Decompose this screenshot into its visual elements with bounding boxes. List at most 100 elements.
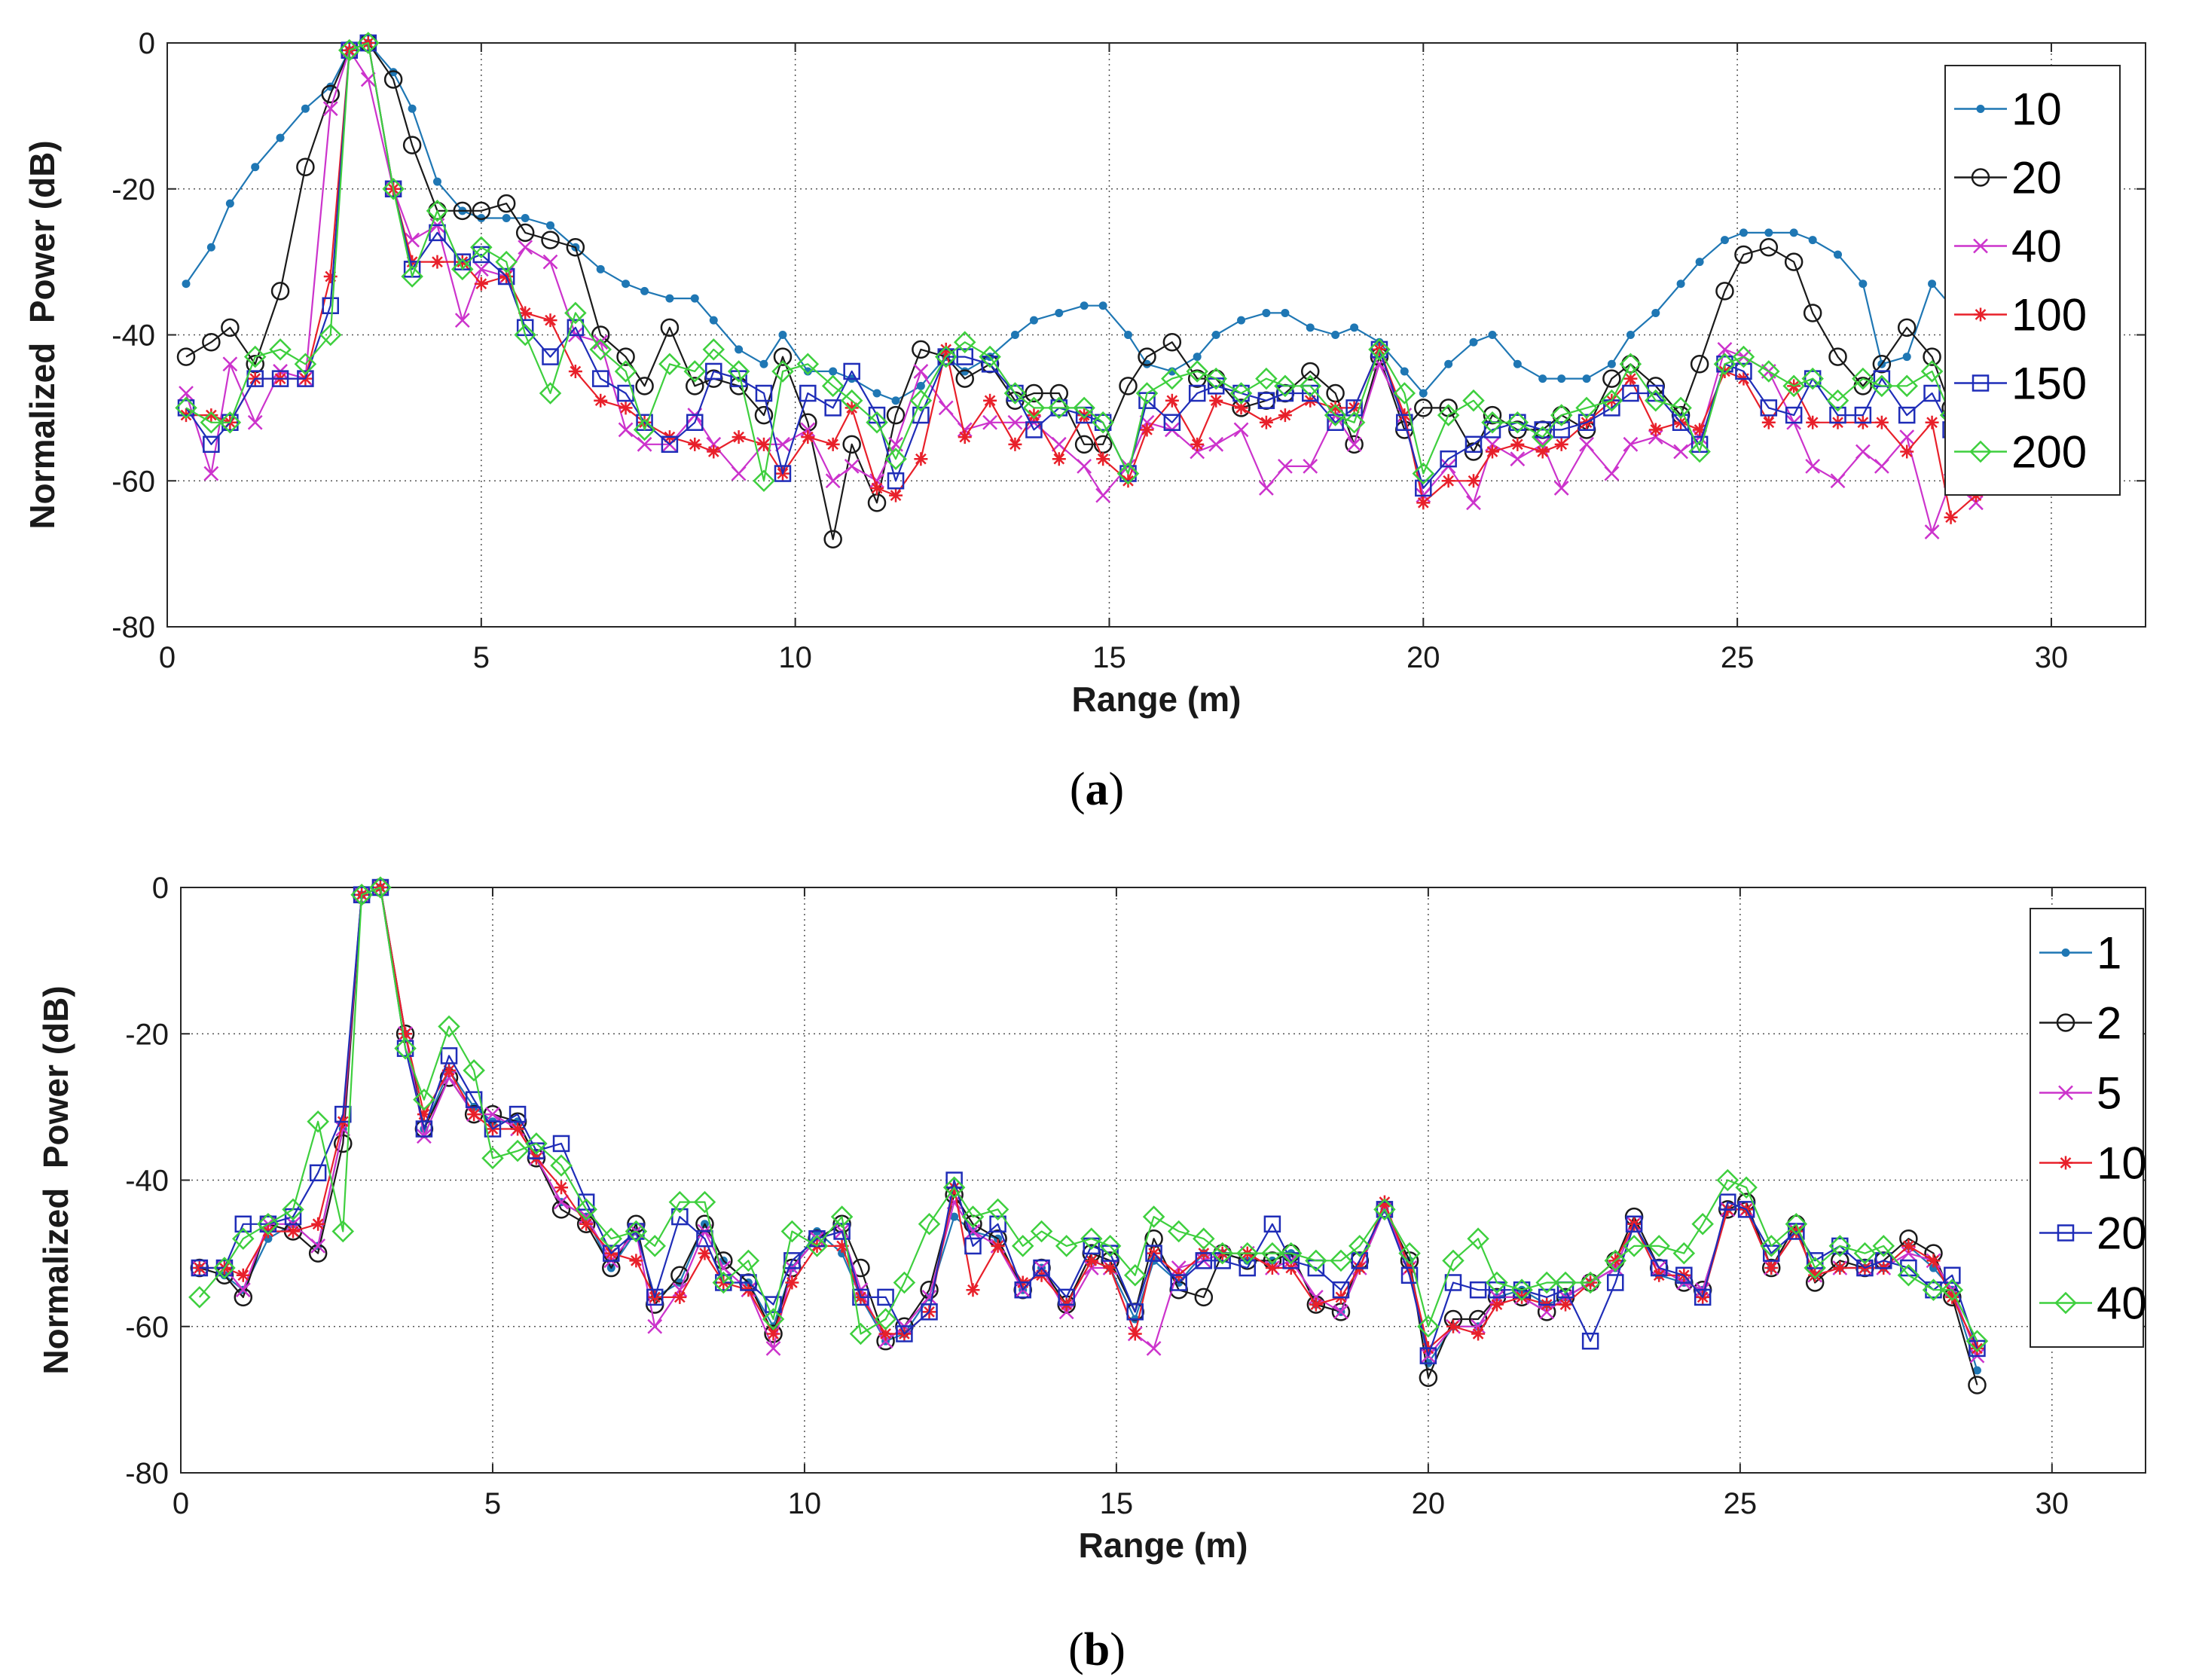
panel-b-point-20: [1145, 1245, 1162, 1262]
panel-a-point-200: [1135, 382, 1159, 405]
panel-a-point-10: [432, 177, 441, 186]
panel-a-point-100: [323, 270, 338, 283]
panel-a-point-20: [1759, 238, 1779, 257]
panel-b-point-10: [1926, 1254, 1941, 1268]
panel-a-point-100: [1140, 423, 1154, 437]
panel-b-x-tick-label: 25: [1724, 1487, 1758, 1520]
panel-a-point-40: [518, 240, 533, 255]
panel-b-point-40: [1579, 1271, 1602, 1294]
panel-b-point-20: [921, 1303, 938, 1321]
panel-b-point-10: [1833, 1261, 1847, 1275]
panel-a-point-100: [1693, 423, 1707, 437]
panel-a-point-40: [844, 458, 860, 474]
panel-a-point-10: [1469, 338, 1478, 347]
panel-b-point-2: [1419, 1368, 1438, 1387]
panel-a-point-150: [755, 384, 773, 402]
panel-a-y-tick-label: -60: [111, 465, 155, 498]
panel-a-point-10: [759, 359, 768, 368]
panel-b-point-40: [1604, 1249, 1627, 1272]
panel-a-point-200: [727, 360, 750, 383]
panel-a-point-200: [633, 418, 656, 441]
panel-a-point-150: [322, 297, 339, 314]
panel-b-legend-marker: [2056, 1013, 2075, 1032]
panel-a-point-200: [514, 323, 536, 347]
panel-b-point-40: [893, 1271, 916, 1294]
panel-a-point-150: [1119, 465, 1137, 482]
panel-a-point-200: [1205, 367, 1227, 390]
panel-a-point-100: [1328, 401, 1342, 415]
panel-b-point-5: [310, 1239, 326, 1254]
panel-b-point-40: [525, 1132, 548, 1155]
panel-a-legend-label: 150: [2011, 359, 2087, 409]
panel-a-point-10: [1764, 228, 1773, 237]
panel-a-legend-box: [1944, 65, 2121, 496]
panel-a-point-40: [1208, 436, 1224, 452]
panel-b-point-20: [740, 1274, 757, 1291]
panel-a-point-200: [796, 353, 820, 376]
panel-b-point-20: [259, 1215, 277, 1233]
panel-b-point-5: [965, 1223, 981, 1239]
panel-b-point-20: [552, 1135, 570, 1153]
panel-a-point-10: [1211, 331, 1220, 339]
panel-b-caption-letter: b: [1084, 1624, 1110, 1675]
panel-b-legend-marker: [2059, 1156, 2072, 1170]
panel-a-point-150: [177, 399, 195, 417]
panel-b-point-20: [1376, 1201, 1394, 1218]
panel-b-point-40: [307, 1110, 329, 1133]
panel-b-point-10: [1489, 1297, 1504, 1312]
panel-a-point-200: [1073, 396, 1095, 420]
panel-b-point-40: [188, 1286, 211, 1309]
panel-a-point-150: [591, 370, 609, 387]
panel-a-point-10: [778, 331, 787, 339]
panel-a-point-20: [1138, 347, 1156, 366]
panel-a-point-200: [1644, 389, 1667, 412]
panel-b-legend-label: 2: [2097, 998, 2121, 1049]
panel-a-point-20: [823, 530, 842, 548]
panel-a-point-200: [953, 331, 976, 353]
panel-b-point-20: [371, 878, 389, 897]
panel-a-point-100: [801, 430, 815, 444]
panel-b-point-20: [440, 1047, 458, 1065]
panel-a-point-200: [1920, 360, 1944, 383]
panel-a-point-10: [1789, 228, 1798, 237]
panel-a-legend-marker: [1969, 440, 1992, 463]
panel-a-point-200: [1575, 396, 1598, 420]
panel-a-point-150: [1094, 414, 1112, 431]
panel-a-point-10: [1055, 308, 1064, 317]
panel-a-point-40: [247, 414, 263, 430]
panel-a-point-10: [1281, 308, 1290, 317]
panel-a-point-100: [1761, 415, 1776, 429]
panel-a-point-150: [1188, 384, 1206, 402]
panel-a-point-20: [1119, 377, 1138, 396]
panel-a-point-150: [497, 267, 515, 286]
panel-a-point-40: [1303, 458, 1318, 474]
panel-b-point-10: [554, 1181, 569, 1195]
panel-a-point-40: [1673, 444, 1688, 460]
panel-b-point-20: [415, 1120, 433, 1138]
panel-a-point-20: [566, 238, 585, 257]
panel-b-point-10: [442, 1063, 457, 1077]
panel-b-point-20: [877, 1288, 894, 1306]
panel-a-point-150: [542, 348, 559, 365]
panel-a-point-100: [1874, 415, 1889, 429]
panel-b-point-20: [628, 1223, 645, 1240]
panel-a-point-200: [175, 396, 197, 420]
panel-b-point-20: [1170, 1274, 1187, 1291]
panel-b-point-10: [579, 1217, 594, 1231]
panel-a-point-20: [635, 377, 654, 396]
panel-a-point-100: [1806, 415, 1820, 429]
panel-a-point-10: [1720, 236, 1729, 245]
panel-b-point-40: [331, 1220, 355, 1243]
panel-a-point-150: [824, 399, 841, 417]
panel-a-point-10: [408, 104, 417, 113]
panel-b-point-40: [1760, 1235, 1783, 1257]
panel-a-point-100: [845, 401, 859, 415]
panel-a-y-tick-label: 0: [139, 27, 155, 60]
panel-b-legend: 1 2 5 10 20 40: [2030, 908, 2147, 1348]
panel-a-point-10: [640, 286, 649, 295]
panel-b-series-line-20: [199, 886, 1978, 1357]
panel-a-point-40: [1190, 444, 1205, 460]
panel-b-point-20: [1831, 1237, 1849, 1255]
